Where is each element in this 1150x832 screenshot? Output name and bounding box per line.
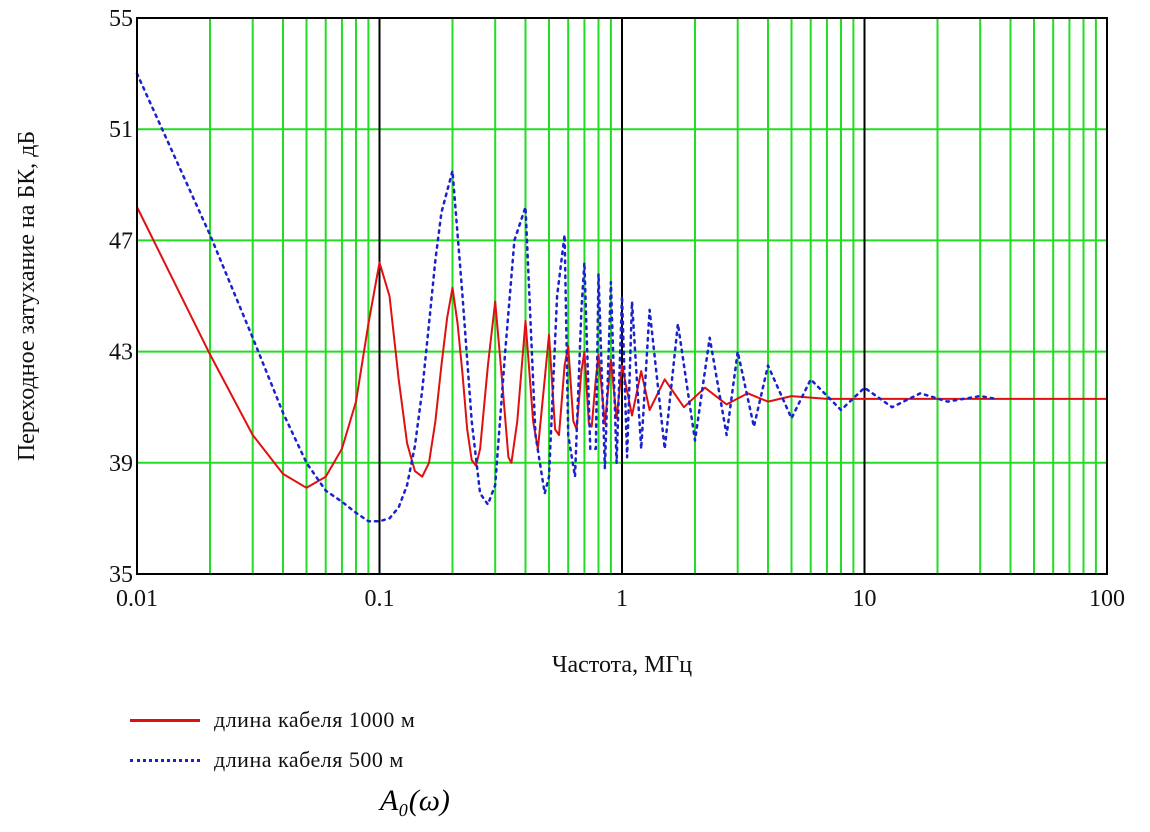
- legend-item-1000m: длина кабеля 1000 м: [130, 700, 415, 740]
- series-line-2: [135, 72, 998, 523]
- x-tick-label: 1: [616, 586, 628, 612]
- plot-frame: [136, 17, 1108, 575]
- legend-label: длина кабеля 1000 м: [214, 707, 416, 732]
- y-tick-label: 51: [109, 117, 133, 143]
- y-tick-label: 35: [109, 562, 133, 588]
- legend: длина кабеля 1000 м длина кабеля 500 м: [130, 700, 415, 780]
- legend-label: длина кабеля 500 м: [214, 747, 404, 772]
- legend-item-500m: длина кабеля 500 м: [130, 740, 415, 780]
- x-tick-label: 0.01: [116, 586, 158, 612]
- x-tick-label: 10: [853, 586, 877, 612]
- figure-caption: A₀(ω): [380, 784, 450, 817]
- tick-labels: 0.01 0.1 1 10 100 35 39 43 47 51 55: [109, 6, 1125, 612]
- y-tick-label: 43: [109, 340, 133, 366]
- y-tick-label: 39: [109, 451, 133, 477]
- x-tick-label: 100: [1089, 586, 1125, 612]
- x-axis-label: Частота, МГц: [552, 652, 692, 678]
- grid: [137, 18, 1107, 574]
- y-tick-label: 47: [109, 228, 133, 254]
- series-layer: [135, 72, 1107, 523]
- legend-swatch-solid: [130, 718, 200, 722]
- y-axis-label: Переходное затухание на БК, дБ: [14, 131, 40, 461]
- y-tick-label: 55: [109, 6, 133, 32]
- x-tick-label: 0.1: [365, 586, 395, 612]
- legend-swatch-dotted: [130, 758, 200, 762]
